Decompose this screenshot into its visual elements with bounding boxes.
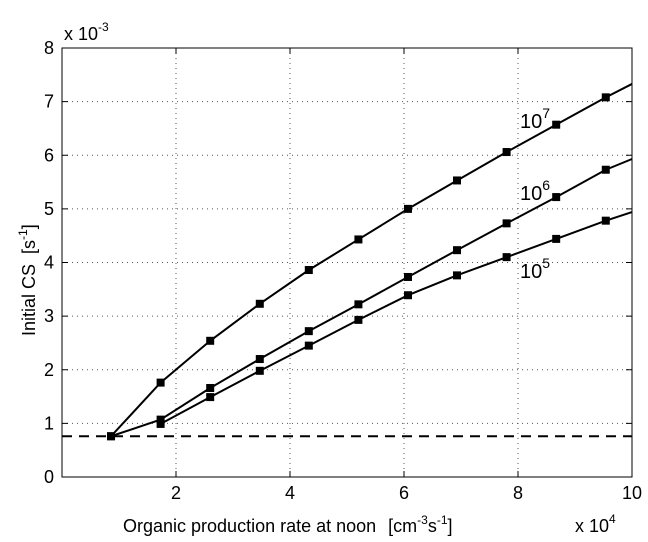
y-tick-label: 1 [44,413,54,433]
y-axis-label: Initial CS[s-1] [16,224,39,336]
y-tick-label: 8 [44,38,54,58]
series-1-marker [552,193,561,202]
series-0-marker [354,235,363,244]
series-2-marker [255,366,264,375]
y-tick-label: 3 [44,306,54,326]
x-tick-label: 8 [513,483,523,503]
series-0-marker [502,148,511,157]
series-line-0 [110,83,633,437]
series-0-marker [156,378,165,387]
x-tick-label: 4 [285,483,295,503]
y-multiplier: x 10-3 [64,20,109,44]
series-2-marker [156,419,165,428]
series-0-marker [255,299,264,308]
series-2-marker [601,216,610,225]
series-label-1e5: 105 [520,255,550,283]
x-multiplier: x 104 [575,512,616,536]
series-0-marker [601,93,610,102]
series-1-marker [304,327,313,336]
series-label-1e7: 107 [520,105,550,133]
x-tick-label: 6 [399,483,409,503]
series-2-marker [502,253,511,262]
y-tick-label: 6 [44,145,54,165]
series-2-marker [304,341,313,350]
series-0-marker [206,336,215,345]
y-tick-label: 4 [44,253,54,273]
series-2-marker [552,234,561,243]
series-2-marker [354,315,363,324]
series-1-marker [601,165,610,174]
series-1-marker [354,300,363,309]
x-axis-label: Organic production rate at noon [cm-3s-1] [123,513,453,536]
y-tick-label: 5 [44,199,54,219]
series-0-marker [453,176,462,185]
series-1-marker [107,432,116,441]
series-1-marker [156,415,165,424]
axis-ticks: 2 4 6 8 10 0 1 2 3 4 5 6 7 8 [44,38,642,503]
series-line-1 [110,158,633,438]
series-1-marker [403,272,412,281]
series-1-marker [206,383,215,392]
x-tick-label: 2 [171,483,181,503]
series-1-marker [255,355,264,364]
y-tick-label: 7 [44,92,54,112]
series-2-marker [453,271,462,280]
grid-lines [62,48,632,477]
series-lines [107,83,633,441]
series-0-marker [304,266,313,275]
series-2-marker [403,291,412,300]
x-tick-label: 10 [622,483,642,503]
series-0-marker [403,204,412,213]
series-1-marker [453,246,462,255]
y-tick-label: 0 [44,467,54,487]
series-0-marker [552,120,561,129]
series-label-1e6: 106 [520,177,550,205]
series-2-marker [206,393,215,402]
series-1-marker [502,219,511,228]
series-line-2 [160,211,633,425]
y-tick-label: 2 [44,360,54,380]
